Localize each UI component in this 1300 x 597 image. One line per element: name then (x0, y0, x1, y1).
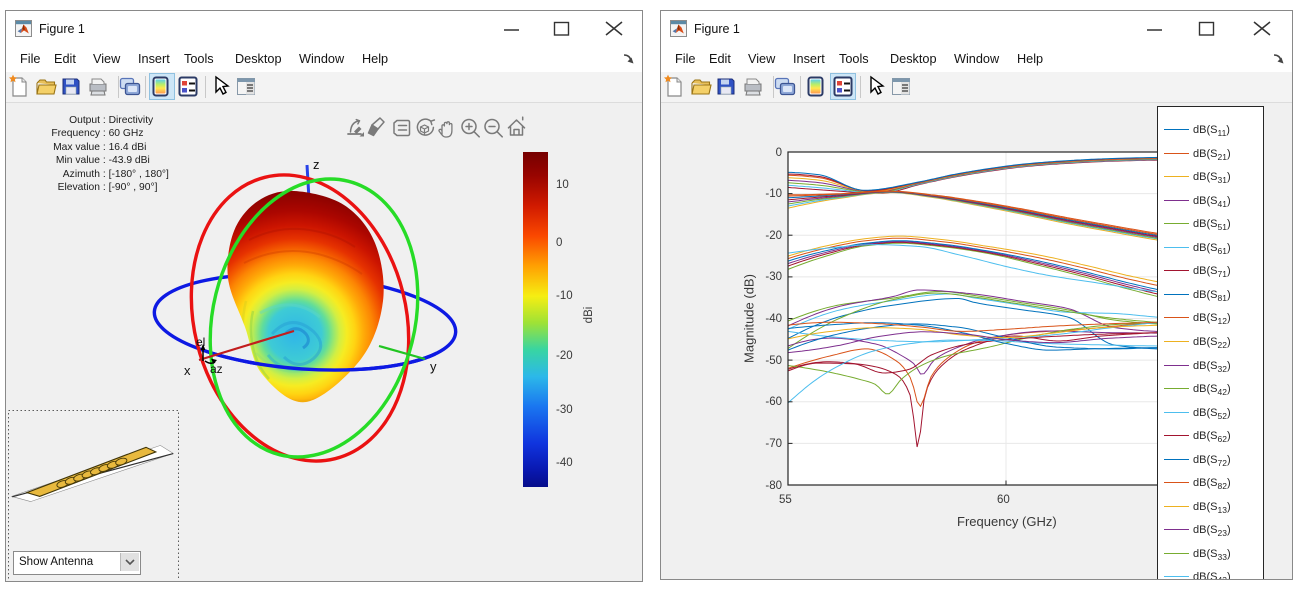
svg-text:az: az (210, 362, 223, 376)
svg-text:x: x (184, 363, 191, 378)
svg-text:y: y (430, 359, 437, 374)
svg-text:z: z (313, 157, 320, 172)
svg-text:el: el (196, 335, 205, 349)
